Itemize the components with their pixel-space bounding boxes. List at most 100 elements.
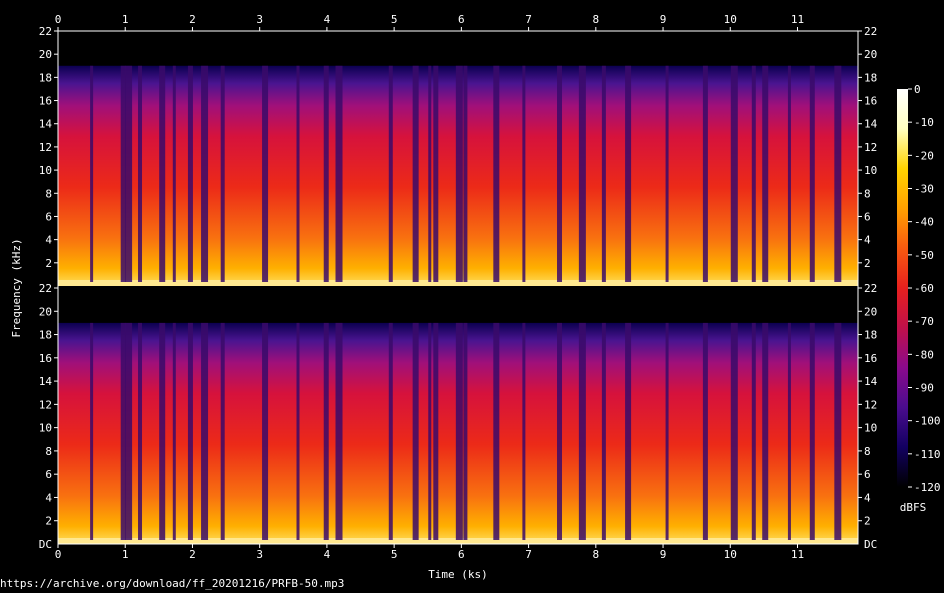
colorbar-tick-label: -60 xyxy=(914,282,934,295)
quiet-gap xyxy=(730,65,738,282)
y-tick-label-right: DC xyxy=(864,538,877,551)
y-tick-label-left: 18 xyxy=(39,329,52,342)
quiet-gap xyxy=(201,65,209,282)
quiet-gap xyxy=(296,65,300,282)
quiet-gap xyxy=(557,65,563,282)
y-tick-label-right: 20 xyxy=(864,305,877,318)
quiet-gap xyxy=(522,322,526,540)
y-axis-label: Frequency (kHz) xyxy=(10,238,23,337)
quiet-gap xyxy=(578,322,586,540)
y-tick-label-right: 10 xyxy=(864,422,877,435)
y-tick-label-left: 8 xyxy=(45,187,52,200)
quiet-gap xyxy=(809,322,815,540)
y-tick-label-left: 14 xyxy=(39,375,53,388)
x-tick-label-top: 2 xyxy=(189,13,196,26)
x-tick-label-top: 9 xyxy=(660,13,667,26)
x-tick-label-top: 0 xyxy=(55,13,62,26)
quiet-gap xyxy=(809,65,815,282)
x-tick-label-top: 3 xyxy=(256,13,263,26)
colorbar-tick-label: -90 xyxy=(914,382,934,395)
quiet-gap xyxy=(455,322,463,540)
y-tick-label-left: 12 xyxy=(39,141,52,154)
quiet-gap xyxy=(388,65,393,282)
colorbar-tick-label: -50 xyxy=(914,249,934,262)
y-tick-label-left: 14 xyxy=(39,118,53,131)
x-tick-label-top: 8 xyxy=(593,13,600,26)
y-tick-label-left: 6 xyxy=(45,468,52,481)
y-tick-label-left: 22 xyxy=(39,282,52,295)
y-tick-label-left: 4 xyxy=(45,234,52,247)
y-tick-label-left: 6 xyxy=(45,210,52,223)
quiet-gap xyxy=(625,65,632,282)
quiet-gap xyxy=(172,65,176,282)
quiet-gap xyxy=(762,322,769,540)
y-tick-label-right: 6 xyxy=(864,210,871,223)
quiet-gap xyxy=(428,65,432,282)
quiet-gap xyxy=(463,322,468,540)
low-frequency-band xyxy=(58,538,858,544)
quiet-gap xyxy=(751,65,756,282)
quiet-gap xyxy=(159,322,166,540)
x-tick-label-top: 10 xyxy=(724,13,737,26)
quiet-gap xyxy=(323,322,329,540)
x-tick-label-bottom: 6 xyxy=(458,548,465,561)
quiet-gap xyxy=(493,322,500,540)
y-tick-label-right: 4 xyxy=(864,234,871,247)
x-axis-label: Time (ks) xyxy=(428,568,488,581)
y-tick-label-right: 14 xyxy=(864,118,878,131)
y-tick-label-right: 12 xyxy=(864,141,877,154)
quiet-gap xyxy=(601,65,606,282)
quiet-gap xyxy=(296,322,300,540)
x-tick-label-top: 7 xyxy=(525,13,532,26)
quiet-gap xyxy=(335,65,343,282)
x-tick-label-top: 5 xyxy=(391,13,398,26)
y-tick-label-right: 10 xyxy=(864,164,877,177)
quiet-gap xyxy=(834,322,842,540)
quiet-gap xyxy=(834,65,842,282)
quiet-gap xyxy=(125,65,133,282)
quiet-gap xyxy=(787,65,791,282)
x-tick-label-top: 1 xyxy=(122,13,129,26)
colorbar-tick-label: -40 xyxy=(914,216,934,229)
x-tick-label-bottom: 7 xyxy=(525,548,532,561)
quiet-gap xyxy=(578,65,586,282)
x-tick-label-bottom: 2 xyxy=(189,548,196,561)
quiet-gap xyxy=(201,322,209,540)
x-tick-label-bottom: 3 xyxy=(256,548,263,561)
colorbar-tick-label: -110 xyxy=(914,448,941,461)
y-tick-label-right: 16 xyxy=(864,352,877,365)
x-tick-label-top: 6 xyxy=(458,13,465,26)
quiet-gap xyxy=(751,322,756,540)
quiet-gap xyxy=(120,322,126,540)
y-tick-label-right: 6 xyxy=(864,468,871,481)
x-tick-label-bottom: 0 xyxy=(55,548,62,561)
quiet-gap xyxy=(120,65,126,282)
quiet-gap xyxy=(125,322,133,540)
y-tick-label-right: 2 xyxy=(864,257,871,270)
y-tick-label-right: 12 xyxy=(864,398,877,411)
y-tick-label-right: 14 xyxy=(864,375,878,388)
quiet-gap xyxy=(428,322,432,540)
y-tick-label-right: 20 xyxy=(864,48,877,61)
quiet-gap xyxy=(90,65,94,282)
x-tick-label-top: 11 xyxy=(791,13,804,26)
quiet-gap xyxy=(187,322,193,540)
quiet-gap xyxy=(665,65,669,282)
x-tick-label-top: 4 xyxy=(324,13,331,26)
low-frequency-band xyxy=(58,280,858,286)
colorbar-tick-label: -20 xyxy=(914,149,934,162)
x-tick-label-bottom: 5 xyxy=(391,548,398,561)
quiet-gap xyxy=(625,322,632,540)
quiet-gap xyxy=(412,322,419,540)
quiet-gap xyxy=(601,322,606,540)
quiet-gap xyxy=(388,322,393,540)
y-tick-label-right: 18 xyxy=(864,329,877,342)
y-tick-label-left: 2 xyxy=(45,257,52,270)
x-tick-label-bottom: 8 xyxy=(593,548,600,561)
quiet-gap xyxy=(665,322,669,540)
quiet-gap xyxy=(762,65,769,282)
quiet-gap xyxy=(702,65,708,282)
colorbar-tick-label: -100 xyxy=(914,415,941,428)
x-tick-label-bottom: 9 xyxy=(660,548,667,561)
